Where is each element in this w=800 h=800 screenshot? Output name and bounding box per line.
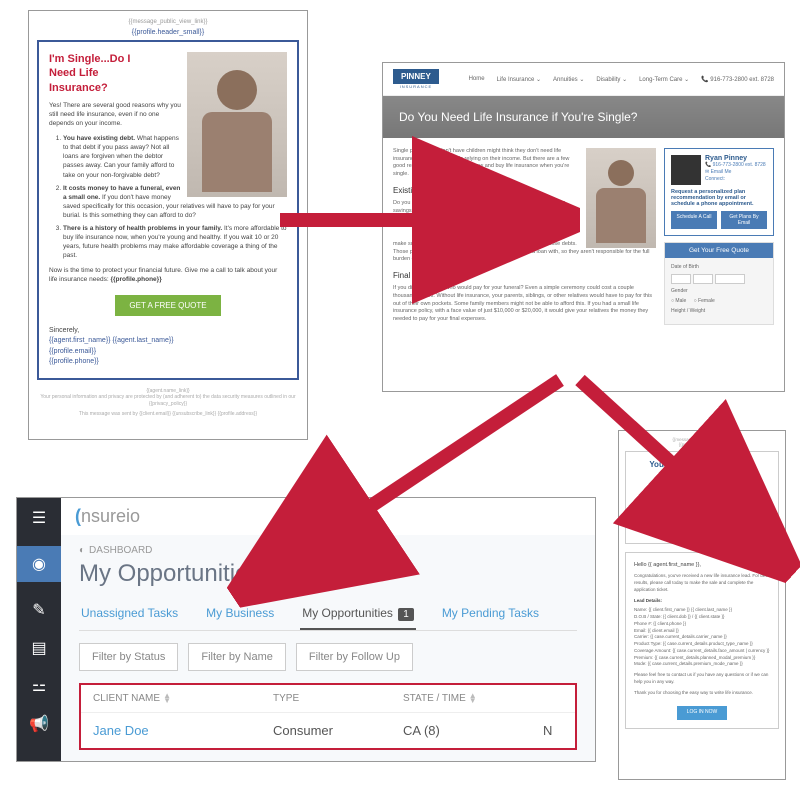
contacts-icon[interactable]: ▤ xyxy=(29,638,49,658)
email-title: I'm Single...Do I Need Life Insurance? xyxy=(49,52,159,95)
woman-thinking-image-2 xyxy=(586,148,656,248)
header-small-placeholder: {{profile.header_small}} xyxy=(37,29,299,36)
closing-text: Please feel free to contact us if you ha… xyxy=(634,672,770,686)
dob-month-select[interactable] xyxy=(671,274,691,284)
point-3: There is a history of health problems in… xyxy=(63,224,287,260)
page-title: My Opportunities xyxy=(79,560,577,588)
filters: Filter by Status Filter by Name Filter b… xyxy=(79,643,577,671)
get-plans-button[interactable]: Get Plans By Email xyxy=(721,211,767,229)
client-extra: N xyxy=(543,723,563,738)
login-button[interactable]: LOG IN NOW xyxy=(677,523,728,535)
congrats-text: Congratulations, you've received a new l… xyxy=(634,573,770,593)
article-body: Single people who don't have children mi… xyxy=(393,148,656,325)
nav-life[interactable]: Life Insurance ⌄ xyxy=(497,76,541,83)
client-name-link[interactable]: Jane Doe xyxy=(93,723,273,738)
dashboard-icon[interactable]: ◉ xyxy=(17,546,61,582)
client-type: Consumer xyxy=(273,723,403,738)
gender-label: Gender xyxy=(671,288,767,294)
side-nav: ☰ ◉ ✎ ▤ ⚍ 📢 xyxy=(17,498,61,761)
thumbs-up-icon xyxy=(690,475,714,499)
col-state[interactable]: STATE / TIME ▲▼ xyxy=(403,693,543,704)
table-row[interactable]: Jane Doe Consumer CA (8) N xyxy=(81,713,575,748)
lead-email-panel: {{message_public_view_link}} {{profile.h… xyxy=(618,430,786,780)
nav-annuities[interactable]: Annuities ⌄ xyxy=(553,76,584,83)
edit-icon[interactable]: ✎ xyxy=(29,600,49,620)
org-icon[interactable]: ⚍ xyxy=(29,676,49,696)
lead-notice-box: You've received a new lead! of results, … xyxy=(625,451,779,544)
gauge-icon: ◐ xyxy=(79,545,85,556)
signature: Sincerely, {{agent.first_name}} {{agent.… xyxy=(49,326,287,368)
top-bar: (nsureio xyxy=(61,498,595,535)
agent-card: Ryan Pinney 📞 916-773-2800 ext. 8728 ✉ E… xyxy=(664,148,774,236)
lead-text: of results, please call today to make th… xyxy=(634,503,770,515)
tab-pending[interactable]: My Pending Tasks xyxy=(440,598,541,630)
woman-thinking-image xyxy=(187,52,287,197)
dob-day-select[interactable] xyxy=(693,274,713,284)
tab-business[interactable]: My Business xyxy=(204,598,276,630)
quote-heading: Get Your Free Quote xyxy=(665,243,773,258)
email-content: I'm Single...Do I Need Life Insurance? Y… xyxy=(37,40,299,380)
login-button-2[interactable]: LOG IN NOW xyxy=(677,706,728,720)
nav-disability[interactable]: Disability ⌄ xyxy=(596,76,627,83)
email-footer: {{agent.name_link}} Your personal inform… xyxy=(37,388,299,418)
lead-detail-box: Hello {{ agent.first_name }}, Congratula… xyxy=(625,552,779,729)
email-closing: Now is the time to protect your financia… xyxy=(49,266,287,284)
badge-count: 1 xyxy=(398,608,414,621)
nav-phone: 📞 916-773-2800 ext. 8728 xyxy=(701,76,774,83)
nav-items: Home Life Insurance ⌄ Annuities ⌄ Disabi… xyxy=(469,76,774,83)
table-header: CLIENT NAME ▲▼ TYPE STATE / TIME ▲▼ xyxy=(81,685,575,713)
tabs: Unassigned Tasks My Business My Opportun… xyxy=(79,598,577,631)
col-type[interactable]: TYPE xyxy=(273,693,403,704)
dob-label: Date of Birth xyxy=(671,264,767,270)
col-extra xyxy=(543,693,563,704)
sort-icon: ▲▼ xyxy=(469,694,477,704)
nav-home[interactable]: Home xyxy=(469,76,485,83)
schedule-call-button[interactable]: Schedule A Call xyxy=(671,211,717,229)
nav-ltc[interactable]: Long-Term Care ⌄ xyxy=(639,76,689,83)
radio-female[interactable]: ○ Female xyxy=(694,298,715,304)
breadcrumb: ◐ DASHBOARD xyxy=(79,545,577,556)
dob-year-select[interactable] xyxy=(715,274,745,284)
client-state: CA (8) xyxy=(403,723,543,738)
dashboard-panel: ☰ ◉ ✎ ▤ ⚍ 📢 (nsureio ◐ DASHBOARD My Oppo… xyxy=(16,497,596,762)
hw-label: Height / Weight xyxy=(671,308,767,314)
menu-icon[interactable]: ☰ xyxy=(29,508,49,528)
filter-status[interactable]: Filter by Status xyxy=(79,643,178,671)
thanks-text: Thank you for choosing the easy way to w… xyxy=(634,690,770,697)
email-template-panel: {{message_public_view_link}} {{profile.h… xyxy=(28,10,308,440)
filter-name[interactable]: Filter by Name xyxy=(188,643,286,671)
quote-form: Get Your Free Quote Date of Birth Gender… xyxy=(664,242,774,325)
lead-title: You've received a new lead! xyxy=(634,460,770,469)
radio-male[interactable]: ○ Male xyxy=(671,298,686,304)
filter-followup[interactable]: Filter by Follow Up xyxy=(296,643,413,671)
placeholder-header: {{profile.header_small}} xyxy=(625,442,779,447)
website-panel: PINNEY INSURANCE Home Life Insurance ⌄ A… xyxy=(382,62,785,392)
opportunities-table: CLIENT NAME ▲▼ TYPE STATE / TIME ▲▼ Jane… xyxy=(79,683,577,750)
placeholder-view-link: {{message_public_view_link}} xyxy=(37,19,299,25)
tab-unassigned[interactable]: Unassigned Tasks xyxy=(79,598,180,630)
insureio-logo[interactable]: (nsureio xyxy=(75,506,140,527)
agent-photo xyxy=(671,155,701,185)
campaign-icon[interactable]: 📢 xyxy=(29,714,49,734)
hello-line: Hello {{ agent.first_name }}, xyxy=(634,561,770,569)
pinney-logo[interactable]: PINNEY INSURANCE xyxy=(393,69,439,89)
col-client-name[interactable]: CLIENT NAME ▲▼ xyxy=(93,693,273,704)
agent-recommendation: Request a personalized plan recommendati… xyxy=(671,189,767,207)
tab-opportunities[interactable]: My Opportunities 1 xyxy=(300,598,416,630)
hero-title: Do You Need Life Insurance if You're Sin… xyxy=(383,96,784,138)
lead-details: Name: {{ client.first_name }} {{ client.… xyxy=(634,607,770,668)
get-quote-button[interactable]: GET A FREE QUOTE xyxy=(115,295,220,316)
sidebar: Ryan Pinney 📞 916-773-2800 ext. 8728 ✉ E… xyxy=(664,148,774,325)
top-nav: PINNEY INSURANCE Home Life Insurance ⌄ A… xyxy=(383,63,784,96)
details-label: Lead Details: xyxy=(634,598,662,603)
heading-expenses: Final Expenses: Paid xyxy=(393,270,656,281)
sort-icon: ▲▼ xyxy=(163,694,171,704)
